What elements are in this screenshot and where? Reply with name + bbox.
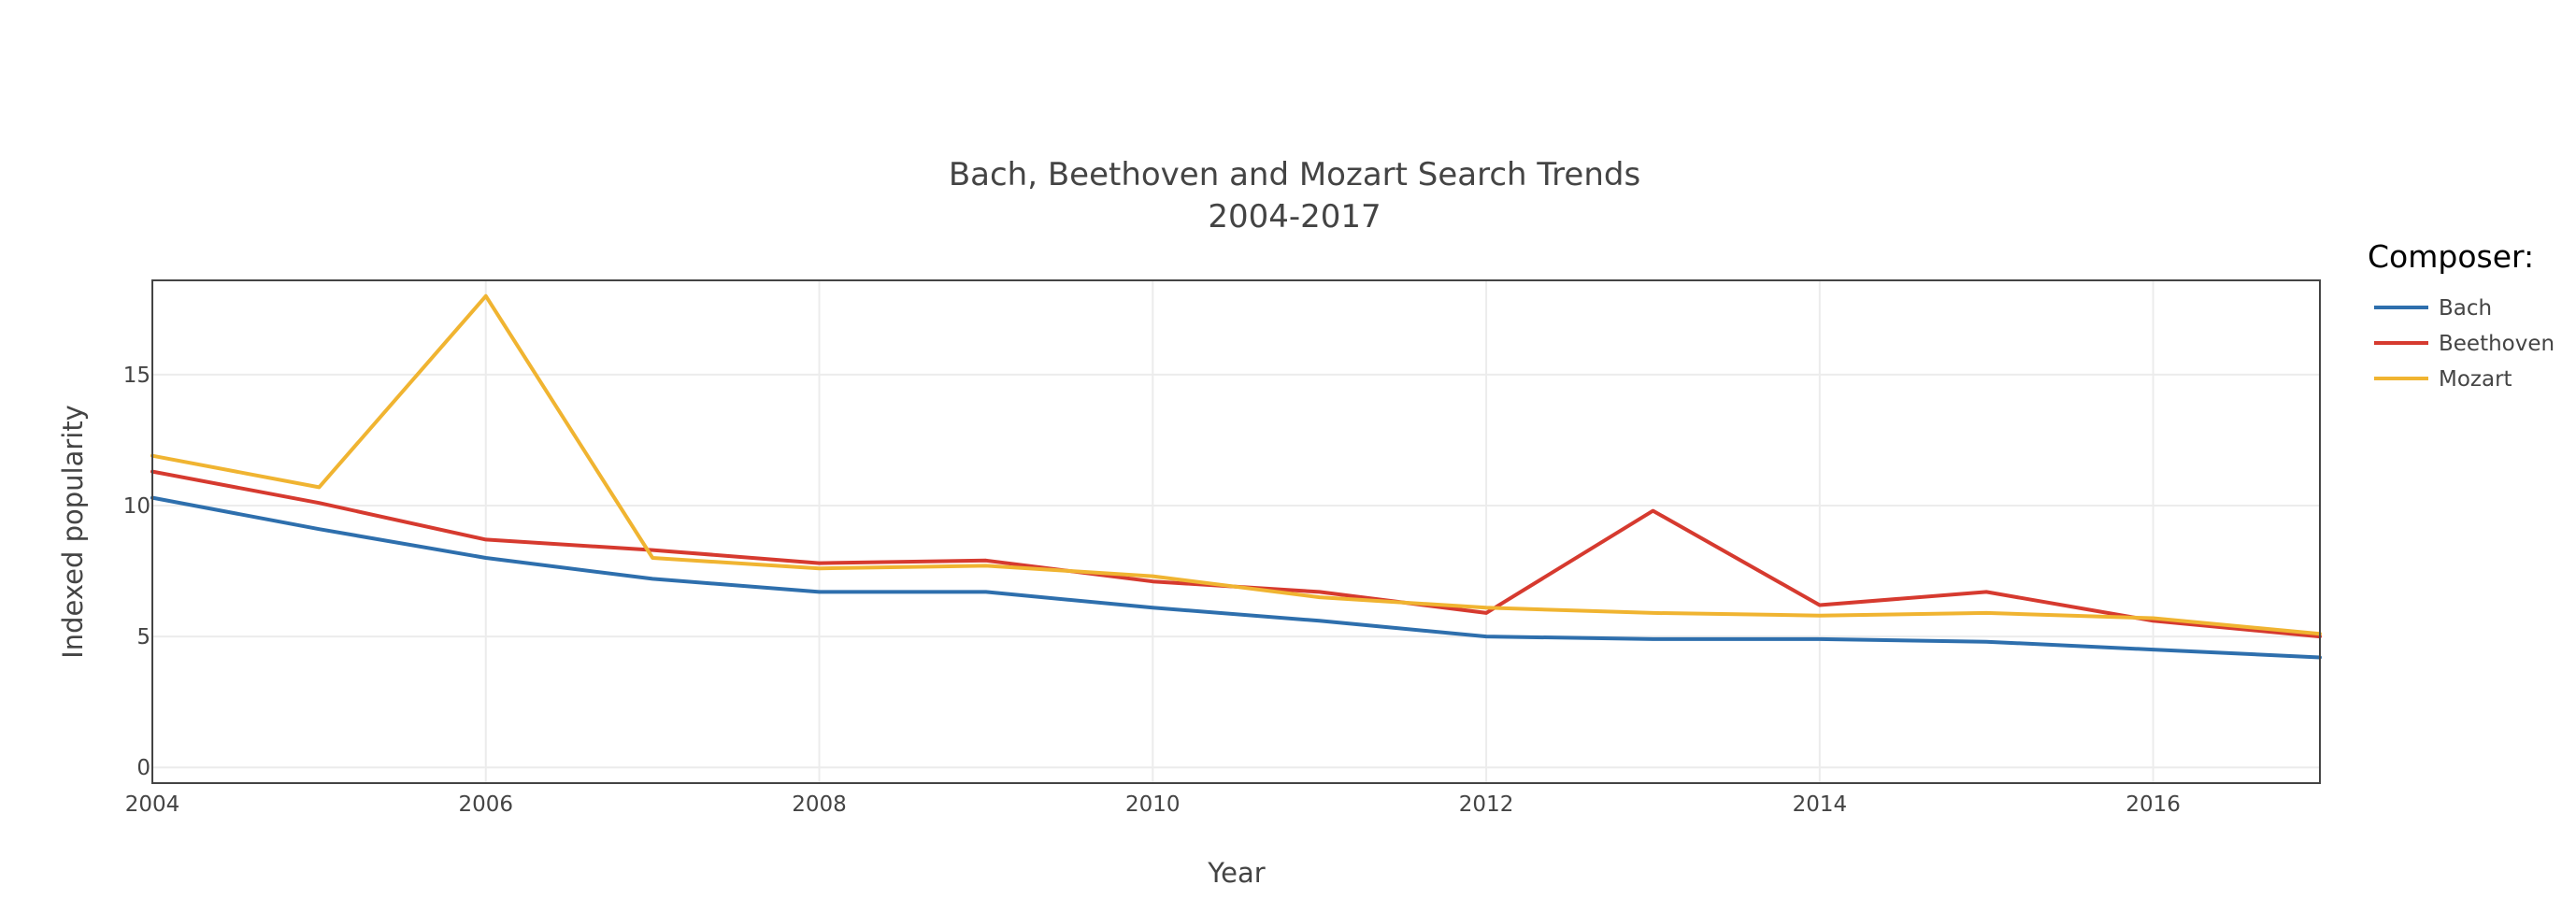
- legend-label: Beethoven: [2439, 332, 2555, 356]
- legend-item-beethoven[interactable]: Beethoven: [2374, 332, 2555, 356]
- y-tick-label: 0: [136, 756, 150, 780]
- plot-frame: [151, 279, 2321, 784]
- chart-title: Bach, Beethoven and Mozart Search Trends: [949, 156, 1640, 193]
- x-tick-label: 2014: [1793, 792, 1848, 817]
- series-lines: [150, 293, 2322, 660]
- x-tick-label: 2016: [2125, 792, 2181, 817]
- legend-item-mozart[interactable]: Mozart: [2374, 367, 2512, 392]
- plot-area: [150, 279, 2322, 784]
- y-tick-labels: 0 5 10 15: [123, 364, 150, 780]
- y-gridlines: [152, 373, 2320, 769]
- legend-title: Composer:: [2368, 238, 2534, 275]
- y-tick-label: 10: [123, 494, 150, 519]
- x-tick-label: 2004: [125, 792, 180, 817]
- x-tick-label: 2012: [1459, 792, 1514, 817]
- y-axis-title: Indexed popularity: [57, 405, 89, 659]
- series-line-bach[interactable]: [150, 495, 2322, 660]
- x-tick-label: 2010: [1125, 792, 1181, 817]
- chart-subtitle: 2004-2017: [1208, 198, 1381, 235]
- series-line-mozart[interactable]: [150, 293, 2322, 636]
- x-tick-label: 2008: [792, 792, 847, 817]
- legend-item-bach[interactable]: Bach: [2374, 296, 2492, 321]
- x-tick-label: 2006: [458, 792, 513, 817]
- legend[interactable]: Composer: Bach Beethoven Mozart: [2368, 238, 2555, 392]
- y-tick-label: 15: [123, 364, 150, 388]
- x-gridlines: [151, 280, 2154, 783]
- y-tick-label: 5: [136, 625, 150, 649]
- x-tick-labels: 2004 2006 2008 2010 2012 2014 2016: [125, 792, 2181, 817]
- legend-label: Mozart: [2439, 367, 2512, 392]
- legend-label: Bach: [2439, 296, 2492, 321]
- x-axis-title: Year: [1207, 857, 1265, 889]
